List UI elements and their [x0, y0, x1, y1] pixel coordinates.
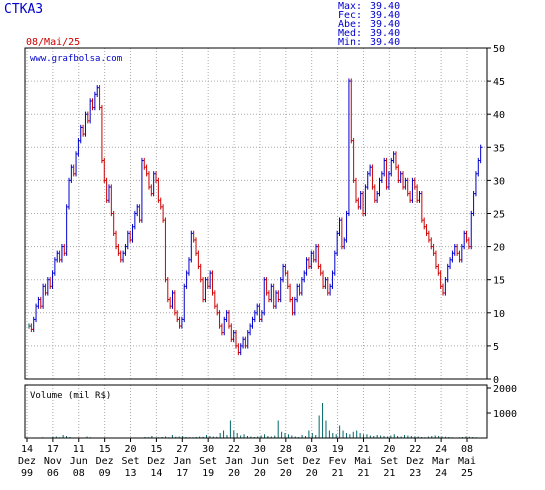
x-tick-label-day: 22 — [228, 444, 240, 455]
x-tick-label-yr: 19 — [202, 468, 214, 479]
x-tick-label-yr: 21 — [383, 468, 395, 479]
price-y-tick-label: 5 — [493, 342, 499, 353]
x-tick-label-mon: Set — [277, 456, 295, 467]
x-tick-label-mon: Mai — [458, 456, 476, 467]
price-y-tick-label: 30 — [493, 176, 505, 187]
stat-value: 39.40 — [369, 28, 401, 39]
x-tick-label-day: 22 — [409, 444, 421, 455]
x-tick-label-yr: 20 — [306, 468, 318, 479]
x-tick-label-yr: 25 — [461, 468, 473, 479]
price-y-tick-label: 15 — [493, 276, 505, 287]
x-tick-label-mon: Dez — [147, 456, 165, 467]
price-y-tick-label: 10 — [493, 309, 505, 320]
price-y-tick-label: 45 — [493, 77, 505, 88]
volume-bars — [35, 403, 481, 438]
x-axis: 14Dez9917Nov0611Jun0815Dez0920Set1315Dez… — [18, 438, 476, 479]
x-tick-label-yr: 08 — [73, 468, 85, 479]
x-tick-label-day: 21 — [357, 444, 369, 455]
x-tick-label-day: 20 — [383, 444, 395, 455]
price-y-tick-label: 20 — [493, 243, 505, 254]
volume-y-tick-label: 1000 — [493, 409, 517, 420]
x-tick-label-day: 27 — [176, 444, 188, 455]
x-tick-label-yr: 20 — [228, 468, 240, 479]
stat-label: Abe: — [338, 19, 363, 30]
x-tick-label-mon: Jun — [70, 456, 88, 467]
x-tick-label-yr: 06 — [47, 468, 59, 479]
x-tick-label-yr: 13 — [125, 468, 137, 479]
x-tick-label-day: 17 — [47, 444, 59, 455]
stat-label: Max: — [338, 1, 363, 12]
x-tick-label-day: 14 — [21, 444, 33, 455]
volume-y-tick-label: 2000 — [493, 384, 517, 395]
x-tick-label-day: 20 — [125, 444, 137, 455]
x-tick-label-mon: Mai — [354, 456, 372, 467]
price-gridlines — [25, 48, 487, 379]
chart-date: 08/Mai/25 — [26, 37, 81, 48]
x-tick-label-mon: Jan — [225, 456, 243, 467]
stat-label: Med: — [338, 28, 363, 39]
x-tick-label-mon: Jan — [173, 456, 191, 467]
price-stats: Max: 39.40 Fec: 39.40 Abe: 39.40 Med: 39.40 … — [338, 1, 401, 48]
stat-value: 39.40 — [369, 37, 401, 48]
x-tick-label-yr: 20 — [280, 468, 292, 479]
stat-label: Fec: — [338, 10, 363, 21]
x-tick-label-mon: Set — [380, 456, 398, 467]
price-y-tick-label: 50 — [493, 44, 505, 55]
x-tick-label-day: 19 — [332, 444, 344, 455]
x-tick-label-day: 03 — [306, 444, 318, 455]
x-tick-label-yr: 17 — [176, 468, 188, 479]
x-tick-label-day: 15 — [150, 444, 162, 455]
x-tick-label-day: 15 — [99, 444, 111, 455]
x-tick-label-yr: 23 — [409, 468, 421, 479]
x-tick-label-mon: Mar — [432, 456, 450, 467]
x-tick-label-day: 11 — [73, 444, 85, 455]
x-tick-label-yr: 21 — [357, 468, 369, 479]
stat-label: Min: — [338, 37, 363, 48]
volume-y-axis: 1000 2000 — [487, 384, 517, 420]
volume-title: Volume (mil R$) — [30, 391, 111, 401]
price-y-axis: 0 5 10 15 20 25 30 35 40 45 50 — [487, 44, 505, 386]
price-y-tick-label: 40 — [493, 110, 505, 121]
x-tick-label-yr: 20 — [254, 468, 266, 479]
x-tick-label-yr: 14 — [150, 468, 162, 479]
stat-value: 39.40 — [369, 10, 401, 21]
ticker-symbol: CTKA3 — [4, 2, 44, 17]
stat-row-max: Max: 39.40 — [338, 1, 401, 12]
price-y-tick-label: 35 — [493, 143, 505, 154]
x-tick-label-mon: Dez — [96, 456, 114, 467]
x-tick-label-yr: 99 — [21, 468, 33, 479]
x-tick-label-mon: Nov — [44, 456, 62, 467]
stat-row-close: Fec: 39.40 — [338, 10, 401, 21]
x-tick-label-mon: Fev — [329, 456, 347, 467]
volume-panel-frame — [24, 384, 488, 439]
price-y-tick-label: 0 — [493, 375, 499, 386]
watermark: www.grafbolsa.com — [30, 54, 122, 64]
x-tick-label-yr: 09 — [99, 468, 111, 479]
x-tick-label-day: 30 — [202, 444, 214, 455]
x-tick-label-mon: Set — [121, 456, 139, 467]
stat-row-min: Min: 39.40 — [338, 37, 401, 48]
x-tick-label-mon: Dez — [18, 456, 36, 467]
x-tick-label-mon: Dez — [303, 456, 321, 467]
stat-row-open: Abe: 39.40 — [338, 19, 401, 30]
x-tick-label-mon: Dez — [406, 456, 424, 467]
price-y-tick-label: 25 — [493, 210, 505, 221]
stat-value: 39.40 — [369, 19, 401, 30]
x-tick-label-day: 28 — [280, 444, 292, 455]
x-tick-label-mon: Set — [199, 456, 217, 467]
stat-value: 39.40 — [369, 1, 401, 12]
x-tick-label-day: 24 — [435, 444, 447, 455]
x-tick-label-yr: 24 — [435, 468, 447, 479]
x-tick-label-day: 08 — [461, 444, 473, 455]
x-tick-label-day: 30 — [254, 444, 266, 455]
x-tick-label-mon: Jun — [251, 456, 269, 467]
price-bars — [28, 78, 483, 356]
x-tick-label-yr: 21 — [332, 468, 344, 479]
stat-row-avg: Med: 39.40 — [338, 28, 401, 39]
